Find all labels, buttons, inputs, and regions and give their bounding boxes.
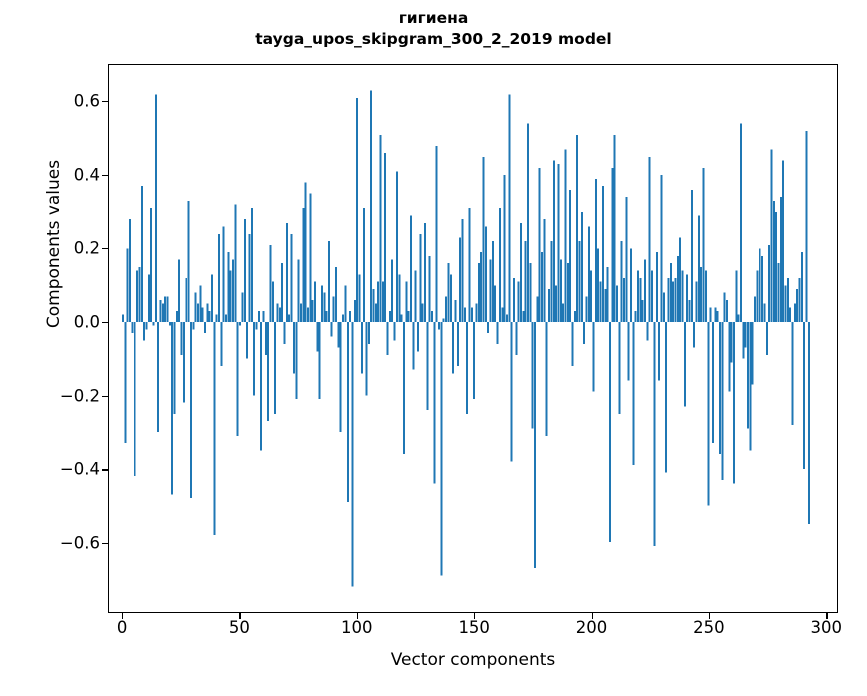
x-tick-mark [826,613,828,619]
y-tick-label: −0.6 [59,533,100,553]
y-tick-mark [102,248,108,250]
x-tick-label: 300 [810,618,843,637]
y-tick-label: 0.0 [73,312,100,332]
x-tick-label: 50 [228,618,250,637]
y-tick-label: −0.4 [59,459,100,479]
x-tick-mark [122,613,124,619]
y-tick-label: −0.2 [59,386,100,406]
y-tick-mark [102,100,108,103]
x-axis-label: Vector components [390,650,556,670]
chart-title-line1: гигиена [398,9,469,27]
y-tick-mark [102,395,108,397]
x-tick-mark [474,613,476,619]
x-tick-label: 100 [341,618,373,637]
x-tick-mark [356,613,359,619]
y-tick-mark [102,321,108,324]
x-tick-label: 200 [575,618,608,637]
y-tick-label: 0.6 [73,91,100,111]
x-tick-mark [239,613,241,619]
y-tick-label: 0.2 [73,238,100,258]
x-tick-label: 250 [693,618,725,637]
x-tick-mark [708,613,711,619]
y-axis-tick-labels: 0.6 0.4 0.2 0.0 −0.2 −0.4 −0.6 [28,64,100,613]
y-tick-mark [102,543,108,545]
x-axis-tick-labels: 0 50 100 150 200 250 300 [108,618,842,644]
x-tick-mark [591,613,593,619]
chart-title: гигиена tayga_upos_skipgram_300_2_2019 m… [0,8,867,50]
y-tick-mark [102,174,108,176]
bar-series [122,90,810,587]
chart-title-line2: tayga_upos_skipgram_300_2_2019 model [255,30,612,48]
x-tick-label: 150 [458,618,490,637]
y-tick-label: 0.4 [73,165,100,184]
plot-area [108,64,838,613]
x-tick-label: 0 [116,618,128,637]
y-tick-mark [102,469,108,471]
